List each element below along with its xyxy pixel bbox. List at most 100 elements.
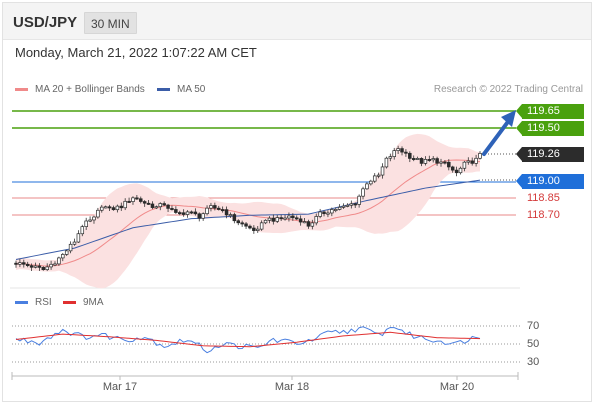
- candle-body: [458, 167, 463, 174]
- candle-body: [372, 175, 377, 182]
- rsi-tick-30: 30: [527, 356, 540, 368]
- candle-body: [57, 257, 61, 265]
- candle-body: [384, 157, 389, 168]
- candle-body: [29, 265, 34, 268]
- candle-body: [103, 206, 108, 209]
- candle-body: [189, 211, 194, 214]
- candle-body: [357, 195, 361, 205]
- timestamp: Monday, March 21, 2022 1:07:22 AM CET: [15, 45, 257, 60]
- header-bar: USD/JPY 30 MIN: [3, 3, 591, 40]
- timeframe-button[interactable]: 30 MIN: [84, 12, 137, 34]
- candle-body: [213, 205, 217, 209]
- candle-body: [326, 212, 330, 215]
- candle-body: [376, 174, 381, 177]
- candle-body: [454, 169, 459, 174]
- legend-rsi: RSI: [15, 297, 52, 308]
- candle-body: [142, 201, 147, 204]
- candle-body: [252, 227, 256, 231]
- candle-body: [435, 158, 439, 164]
- candle-body: [322, 211, 326, 215]
- candle-body: [450, 166, 455, 171]
- candle-body: [279, 217, 283, 220]
- projection-arrow-shaft: [482, 117, 512, 156]
- candle-body: [365, 183, 369, 190]
- candle-body: [53, 263, 57, 266]
- candle-body: [37, 265, 42, 268]
- ma20-line: [15, 159, 481, 267]
- candle-body: [41, 267, 46, 270]
- candle-body: [220, 209, 225, 212]
- candle-body: [333, 209, 338, 211]
- candle-body: [158, 203, 163, 208]
- legend-rsi-label: RSI: [35, 297, 52, 308]
- legend-swatch-ma20: [15, 88, 28, 91]
- candle-body: [119, 205, 124, 209]
- rsi-ma-line: [15, 331, 481, 348]
- level-tag-118-85: 118.85: [527, 192, 560, 204]
- candle-body: [25, 263, 30, 266]
- legend-rsi-ma-label: 9MA: [83, 297, 104, 308]
- candle-body: [318, 211, 322, 217]
- candle-body: [49, 263, 53, 268]
- candle-body: [361, 188, 365, 197]
- level-tag-119-00: 119.00: [516, 174, 584, 189]
- candle-body: [170, 208, 174, 210]
- x-tick-mar18: Mar 18: [274, 381, 310, 393]
- candle-body: [306, 221, 311, 227]
- candles: [14, 145, 482, 272]
- candle-body: [33, 265, 38, 268]
- candle-body: [244, 223, 248, 227]
- candle-body: [217, 207, 221, 210]
- candle-body: [61, 254, 65, 259]
- candle-body: [345, 204, 350, 207]
- projection-arrow-head: [501, 110, 516, 127]
- candle-body: [193, 211, 198, 215]
- candle-body: [111, 207, 116, 211]
- candle-body: [232, 214, 237, 222]
- candle-body: [76, 233, 81, 243]
- candle-body: [131, 197, 135, 202]
- candle-body: [100, 206, 104, 211]
- candle-body: [162, 203, 166, 206]
- candle-body: [380, 166, 385, 176]
- symbol-title: USD/JPY: [13, 14, 78, 31]
- candle-body: [396, 148, 400, 151]
- candle-body: [88, 219, 92, 222]
- candle-body: [64, 250, 69, 255]
- candle-body: [22, 262, 26, 265]
- bollinger-band: [16, 133, 480, 289]
- legend-swatch-rsi: [15, 301, 28, 304]
- candle-body: [443, 161, 447, 164]
- candle-body: [392, 150, 396, 157]
- candle-body: [400, 148, 404, 153]
- candle-body: [447, 161, 451, 168]
- candle-body: [466, 160, 471, 163]
- candle-body: [388, 156, 393, 159]
- candle-body: [423, 159, 428, 164]
- candle-body: [411, 158, 416, 160]
- candle-body: [248, 225, 252, 229]
- candle-body: [150, 203, 155, 208]
- candle-body: [474, 157, 478, 164]
- candle-body: [287, 215, 291, 219]
- candle-body: [205, 207, 209, 215]
- rsi-line: [15, 326, 481, 354]
- candle-body: [72, 241, 77, 245]
- credit-text: Research © 2022 Trading Central: [433, 84, 583, 95]
- x-tick-mar17: Mar 17: [102, 381, 138, 393]
- candle-body: [68, 243, 73, 252]
- candle-body: [107, 206, 112, 209]
- candle-body: [283, 217, 287, 220]
- candle-body: [427, 159, 432, 161]
- candle-body: [96, 209, 100, 218]
- candle-body: [271, 217, 276, 222]
- candle-body: [439, 161, 443, 164]
- candle-body: [404, 151, 408, 154]
- candle-body: [209, 205, 213, 209]
- candle-body: [337, 206, 342, 210]
- widget-frame: [2, 2, 592, 402]
- candle-body: [45, 266, 49, 270]
- candle-body: [92, 216, 96, 221]
- candle-body: [185, 211, 190, 215]
- candle-body: [310, 222, 315, 227]
